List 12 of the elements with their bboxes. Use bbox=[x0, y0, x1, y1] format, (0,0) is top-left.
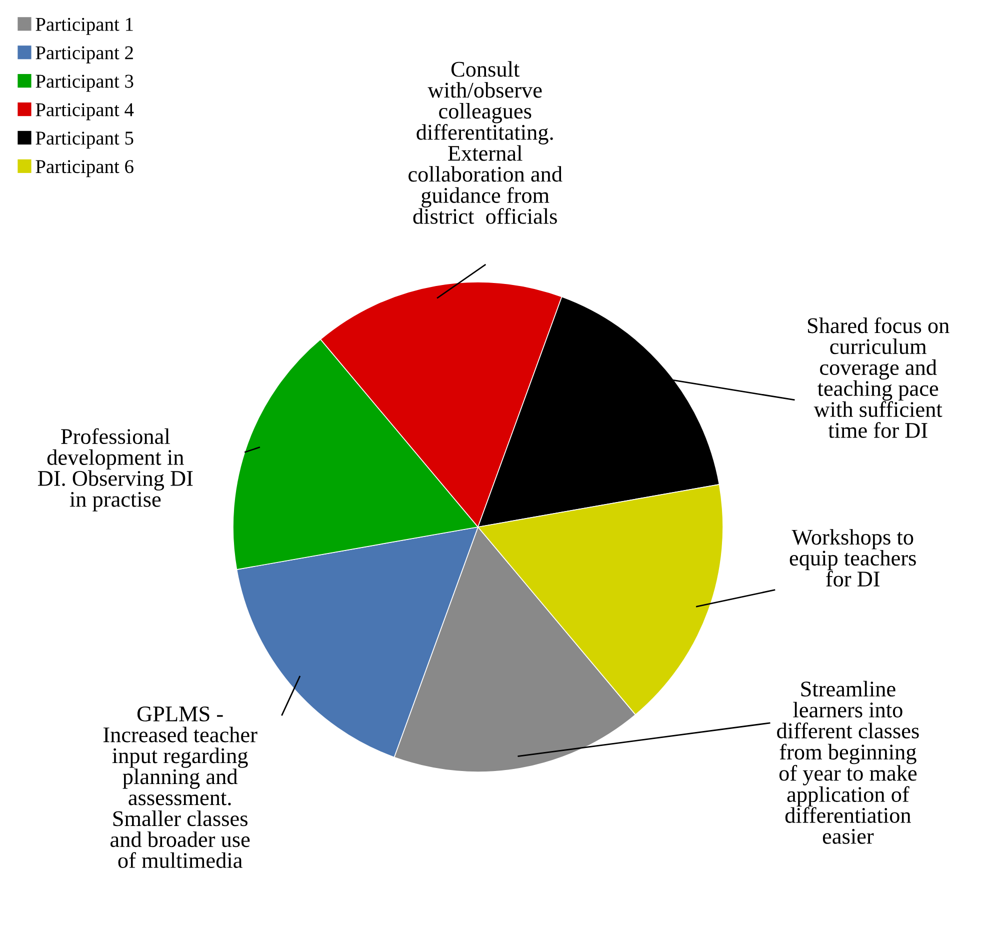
legend-label: Participant 3 bbox=[36, 74, 134, 92]
text: Streamline learners into different classes from beginning of year to make application of differentiation easier bbox=[777, 680, 919, 844]
text: Professional development in DI. Observing DI in practise bbox=[38, 428, 193, 512]
legend-label: Participant 6 bbox=[36, 160, 134, 178]
legend-label: Participant 4 bbox=[36, 103, 134, 120]
legend-label: Participant 2 bbox=[36, 46, 133, 64]
text: Shared focus on curriculum coverage and teaching pace with sufficient time for DI bbox=[808, 317, 950, 438]
text: Workshops to equip teachers for DI bbox=[790, 529, 916, 587]
text: Consult with/observe colleagues differentitating. External collaboration and guidance from district officials bbox=[408, 61, 562, 224]
text: GPLMS - Increased teacher input regarding planning and assessment. Smaller classes and broader use of multimedia bbox=[103, 706, 258, 868]
legend-label: Participant 5 bbox=[36, 132, 134, 149]
legend-label: Participant 1 bbox=[36, 18, 133, 35]
